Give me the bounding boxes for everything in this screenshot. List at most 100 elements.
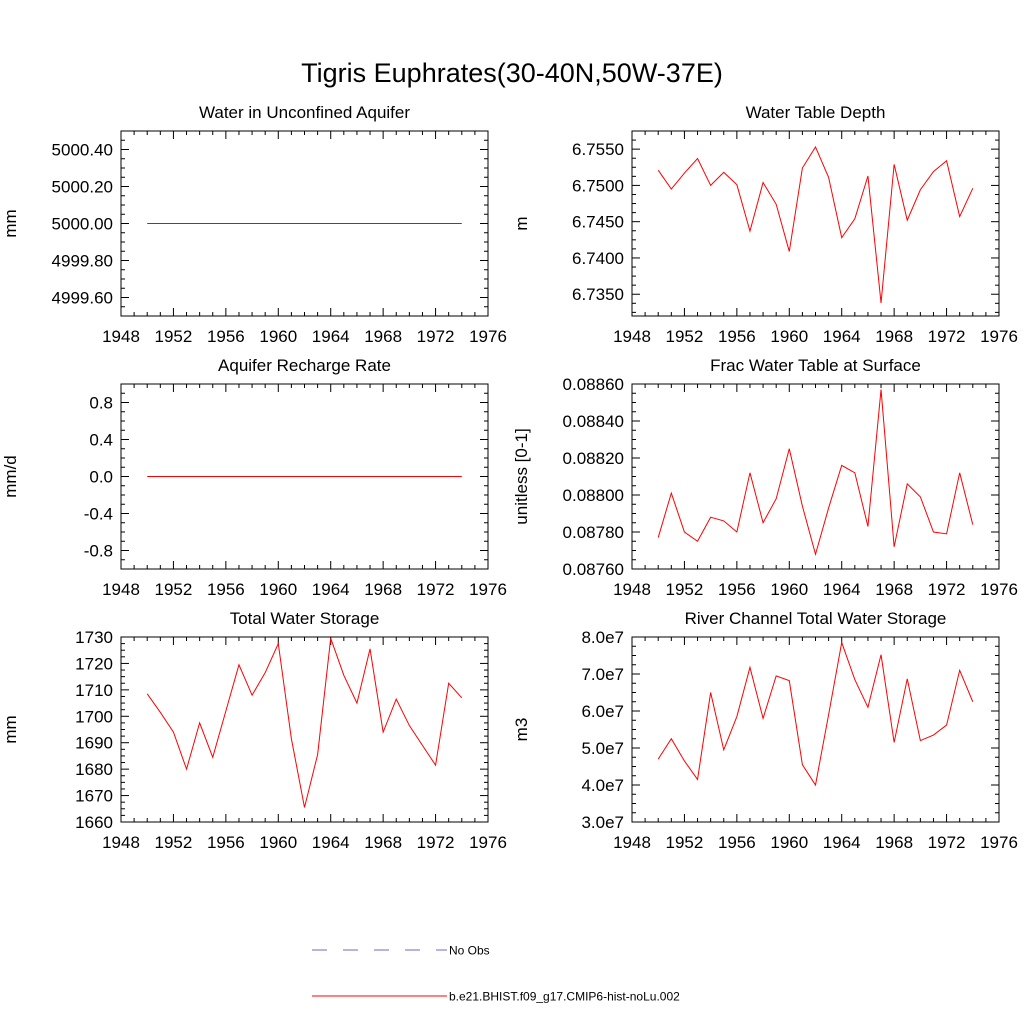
figure-title: Tigris Euphrates(30-40N,50W-37E) [301,58,723,88]
y-tick-label: 6.7450 [572,213,624,232]
y-tick-label: 6.7550 [572,140,624,159]
x-tick-label: 1956 [207,327,245,346]
x-tick-label: 1960 [259,833,297,852]
x-tick-label: 1968 [875,580,913,599]
panel-2: Water Table Depth m 1948 1952 1956 1960 1964 19… [512,103,1018,346]
series-line [657,389,974,557]
series-line [146,638,463,808]
legend: No Obs b.e21.BHIST.f09_g17.CMIP6-hist-no… [312,944,680,1004]
x-tick-label: 1964 [823,327,861,346]
y-tick-label: 1730 [75,628,113,647]
panel-title: Aquifer Recharge Rate [218,356,391,375]
x-tick-label: 1976 [469,833,507,852]
x-tick-label: 1968 [875,833,913,852]
x-tick-label: 1964 [312,580,350,599]
y-tick-label: 4999.60 [52,289,113,308]
x-tick-label: 1956 [718,833,756,852]
y-tick-label: 6.7350 [572,285,624,304]
x-tick-label: 1948 [102,580,140,599]
x-tick-label: 1952 [666,327,704,346]
panel-6: River Channel Total Water Storage m3 1948 1… [512,609,1018,852]
series-line [657,145,974,303]
y-tick-label: 0.08840 [563,412,624,431]
y-tick-label: 6.7500 [572,176,624,195]
x-tick-label: 1952 [155,580,193,599]
panel-5: Total Water Storage mm 1948 1952 1956 1960 196… [1,609,507,852]
y-axis-label: unitless [0-1] [512,428,531,524]
plot-frame [120,636,489,823]
panel-1: Water in Unconfined Aquifer mm 1948 1952 195… [1,103,507,346]
y-tick-label: 0.08780 [563,523,624,542]
y-tick-label: 0.08820 [563,449,624,468]
x-tick-label: 1972 [928,327,966,346]
y-tick-label: 6.0e7 [581,702,624,721]
y-tick-label: 4999.80 [52,252,113,271]
x-tick-label: 1964 [312,327,350,346]
x-tick-label: 1976 [980,833,1018,852]
x-tick-label: 1964 [823,833,861,852]
plot-frame [631,130,1000,317]
y-axis-label: mm [1,715,20,743]
legend-no-obs-label: No Obs [449,944,490,958]
x-tick-label: 1960 [770,580,808,599]
x-tick-label: 1968 [364,327,402,346]
x-tick-label: 1956 [718,580,756,599]
y-tick-label: 4.0e7 [581,776,624,795]
x-tick-label: 1960 [770,833,808,852]
x-tick-label: 1952 [155,833,193,852]
x-tick-label: 1968 [875,327,913,346]
y-axis-label: mm [1,209,20,237]
x-tick-label: 1972 [417,580,455,599]
y-tick-label: 0.8 [89,394,113,413]
y-tick-label: 6.7400 [572,249,624,268]
y-tick-label: 0.08800 [563,486,624,505]
x-tick-label: 1948 [102,833,140,852]
y-tick-label: 1680 [75,760,113,779]
y-tick-label: 0.08860 [563,375,624,394]
x-tick-label: 1948 [613,327,651,346]
y-tick-label: 1690 [75,734,113,753]
x-tick-label: 1948 [613,580,651,599]
y-tick-label: 1670 [75,787,113,806]
y-tick-label: 5000.40 [52,141,113,160]
panel-title: Water Table Depth [746,103,886,122]
y-tick-label: 5000.20 [52,178,113,197]
x-tick-label: 1972 [928,580,966,599]
x-tick-label: 1968 [364,580,402,599]
series-line [657,640,974,787]
panel-title: Water in Unconfined Aquifer [199,103,410,122]
x-tick-label: 1952 [155,327,193,346]
y-tick-label: 5000.00 [52,215,113,234]
x-tick-label: 1976 [469,327,507,346]
x-tick-label: 1972 [417,833,455,852]
y-tick-label: 0.4 [89,431,113,450]
y-axis-label: m [512,216,531,230]
y-tick-label: 0.0 [89,468,113,487]
y-tick-label: 1660 [75,813,113,832]
x-tick-label: 1956 [207,833,245,852]
x-tick-label: 1976 [469,580,507,599]
y-tick-label: 1720 [75,654,113,673]
x-tick-label: 1956 [718,327,756,346]
y-tick-label: 3.0e7 [581,813,624,832]
x-tick-label: 1948 [102,327,140,346]
panel-title: River Channel Total Water Storage [685,609,947,628]
x-tick-label: 1968 [364,833,402,852]
x-tick-label: 1952 [666,833,704,852]
y-tick-label: -0.8 [84,542,113,561]
panel-4: Frac Water Table at Surface unitless [0-1… [512,356,1018,599]
x-tick-label: 1960 [770,327,808,346]
x-tick-label: 1964 [312,833,350,852]
y-tick-label: 1700 [75,707,113,726]
y-tick-label: 8.0e7 [581,628,624,647]
y-axis-label: mm/d [1,455,20,498]
x-tick-label: 1976 [980,327,1018,346]
y-tick-label: -0.4 [84,505,113,524]
panel-3: Aquifer Recharge Rate mm/d 1948 1952 1956 196… [1,356,507,599]
panel-title: Total Water Storage [230,609,380,628]
legend-model-label: b.e21.BHIST.f09_g17.CMIP6-hist-noLu.002 [449,990,680,1004]
x-tick-label: 1976 [980,580,1018,599]
x-tick-label: 1960 [259,580,297,599]
plot-frame [631,383,1000,570]
